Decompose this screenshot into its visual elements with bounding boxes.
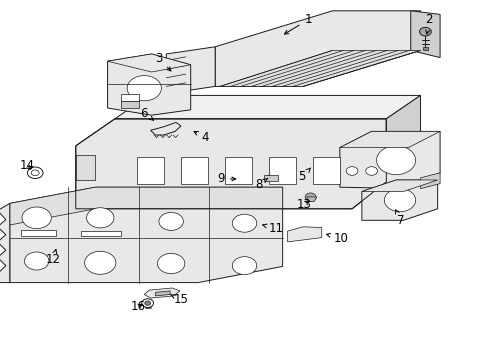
Circle shape	[22, 207, 51, 229]
Circle shape	[419, 27, 430, 36]
Polygon shape	[107, 54, 190, 72]
Circle shape	[157, 253, 184, 274]
Circle shape	[159, 212, 183, 230]
Polygon shape	[107, 54, 190, 115]
Polygon shape	[115, 95, 420, 119]
Text: 9: 9	[217, 172, 235, 185]
Polygon shape	[155, 291, 170, 296]
Polygon shape	[386, 95, 420, 182]
Text: 8: 8	[255, 178, 267, 191]
Polygon shape	[20, 230, 56, 236]
Polygon shape	[0, 203, 10, 283]
Text: 10: 10	[326, 232, 348, 245]
Polygon shape	[144, 288, 180, 298]
Circle shape	[305, 193, 315, 201]
Polygon shape	[181, 157, 207, 184]
Polygon shape	[306, 197, 316, 202]
Circle shape	[239, 175, 249, 182]
Circle shape	[24, 252, 49, 270]
Circle shape	[384, 189, 415, 212]
Polygon shape	[220, 50, 420, 86]
Polygon shape	[76, 155, 95, 180]
Circle shape	[346, 167, 357, 175]
Circle shape	[232, 257, 256, 275]
Polygon shape	[264, 175, 277, 181]
Text: 1: 1	[284, 13, 311, 34]
Text: 7: 7	[395, 210, 404, 227]
Polygon shape	[76, 119, 386, 209]
Text: 2: 2	[425, 13, 432, 34]
Text: 15: 15	[170, 293, 188, 306]
Polygon shape	[166, 47, 215, 94]
Polygon shape	[361, 180, 437, 192]
Circle shape	[144, 301, 150, 305]
Text: 4: 4	[194, 131, 209, 144]
Circle shape	[298, 230, 310, 239]
Polygon shape	[361, 180, 437, 220]
Text: 5: 5	[298, 168, 310, 183]
Polygon shape	[339, 131, 439, 189]
Circle shape	[266, 175, 274, 180]
Polygon shape	[339, 131, 439, 148]
Polygon shape	[410, 11, 439, 58]
Polygon shape	[422, 47, 427, 50]
Polygon shape	[224, 157, 251, 184]
Circle shape	[127, 76, 161, 101]
Text: 13: 13	[296, 198, 311, 211]
Circle shape	[232, 214, 256, 232]
Text: 11: 11	[262, 222, 283, 235]
Polygon shape	[268, 157, 295, 184]
Polygon shape	[215, 11, 420, 86]
Polygon shape	[10, 187, 282, 225]
Polygon shape	[121, 101, 139, 108]
Polygon shape	[121, 94, 139, 101]
Circle shape	[84, 251, 116, 274]
Text: 16: 16	[130, 300, 145, 313]
Circle shape	[365, 167, 377, 175]
Polygon shape	[150, 122, 181, 135]
Circle shape	[86, 208, 114, 228]
Polygon shape	[10, 187, 282, 283]
Text: 12: 12	[45, 249, 60, 266]
Text: 6: 6	[140, 107, 153, 120]
Polygon shape	[312, 157, 339, 184]
Polygon shape	[137, 157, 163, 184]
Text: 14: 14	[20, 159, 34, 172]
Polygon shape	[81, 231, 121, 236]
Circle shape	[376, 146, 415, 175]
Polygon shape	[420, 173, 439, 189]
Polygon shape	[287, 227, 321, 242]
Text: 3: 3	[155, 52, 171, 71]
